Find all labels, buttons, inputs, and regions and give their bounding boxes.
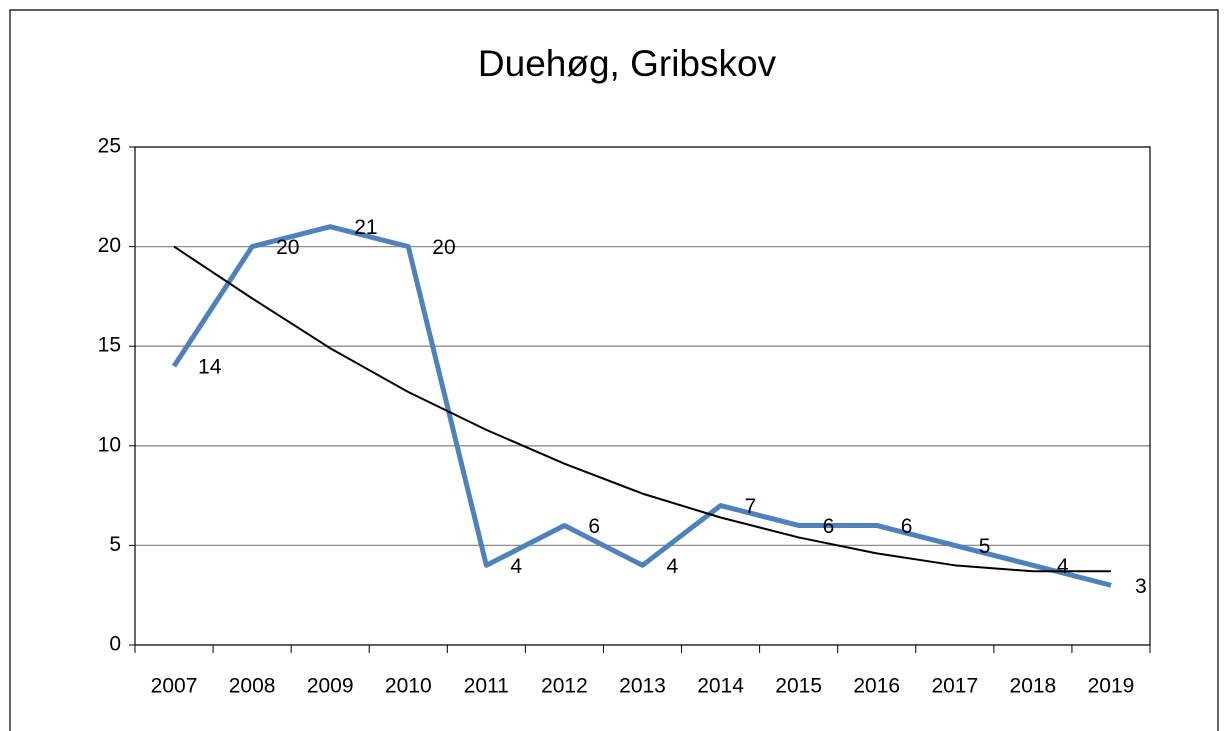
x-tick-label: 2007 — [151, 675, 198, 698]
data-label: 21 — [354, 216, 377, 239]
data-label: 20 — [432, 236, 455, 259]
data-label: 4 — [667, 555, 679, 578]
data-label: 6 — [901, 515, 913, 538]
y-tick-label: 5 — [109, 533, 121, 556]
chart-title: Duehøg, Gribskov — [478, 43, 777, 84]
data-label: 6 — [823, 515, 835, 538]
x-tick-label: 2014 — [697, 675, 744, 698]
x-tick-label: 2008 — [229, 675, 276, 698]
x-tick-label: 2016 — [853, 675, 900, 698]
data-label: 6 — [588, 515, 600, 538]
data-label: 3 — [1135, 575, 1147, 598]
data-label: 4 — [1057, 555, 1069, 578]
chart-frame — [9, 9, 1219, 731]
data-label: 5 — [979, 535, 991, 558]
x-tick-label: 2009 — [307, 675, 354, 698]
x-tick-label: 2017 — [931, 675, 978, 698]
x-tick-label: 2012 — [541, 675, 588, 698]
y-tick-label: 20 — [98, 234, 121, 257]
plot-border — [134, 146, 1151, 645]
data-line — [171, 224, 1112, 588]
trend-line — [173, 245, 1111, 573]
y-tick-label: 15 — [98, 334, 121, 357]
x-tick-label: 2013 — [619, 675, 666, 698]
x-tick-label: 2018 — [1010, 675, 1057, 698]
x-tick-label: 2015 — [775, 675, 822, 698]
data-label: 14 — [198, 356, 222, 379]
x-tick-label: 2019 — [1088, 675, 1135, 698]
y-tick-label: 25 — [98, 135, 121, 158]
x-tick-label: 2010 — [385, 675, 432, 698]
data-label: 7 — [745, 495, 757, 518]
data-label: 4 — [510, 555, 522, 578]
x-tick-label: 2011 — [464, 675, 509, 698]
y-tick-label: 10 — [98, 433, 121, 456]
y-tick-label: 0 — [109, 633, 121, 656]
data-label: 20 — [276, 236, 299, 259]
